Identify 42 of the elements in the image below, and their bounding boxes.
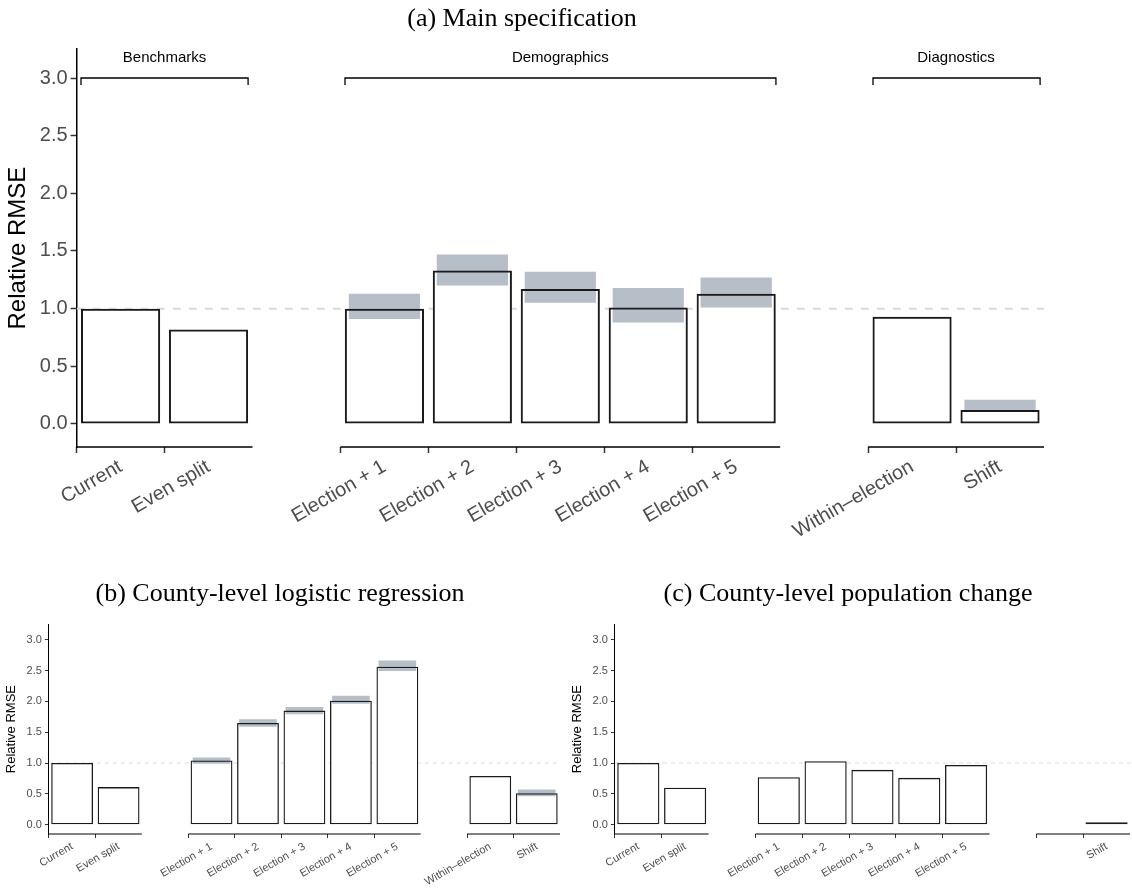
y-tick-label: 1.5	[39, 238, 68, 261]
y-tick-label: 3.0	[26, 632, 42, 645]
y-tick-label: 1.0	[26, 756, 42, 769]
y-axis-title: Relative RMSE	[3, 166, 31, 330]
x-tick-label: Even split	[127, 454, 214, 517]
annotation: Benchmarks	[122, 48, 207, 66]
bar	[612, 287, 684, 323]
bar	[436, 254, 508, 286]
bar	[964, 399, 1036, 411]
y-tick-label: 0.5	[26, 786, 42, 799]
x-tick-label: Shift	[1084, 839, 1110, 862]
y-tick-label: 1.5	[26, 725, 42, 738]
y-tick-label: 2.0	[39, 180, 68, 203]
x-tick-label: Shift	[514, 839, 540, 862]
y-tick-label: 2.5	[39, 123, 68, 146]
y-tick-label: 0.0	[39, 411, 68, 434]
y-tick-label: 0.0	[592, 817, 608, 830]
chart-title: (c) County-level population change	[663, 578, 1033, 608]
bar	[348, 293, 421, 320]
y-tick-label: 1.0	[39, 296, 68, 319]
y-tick-label: 0.0	[26, 817, 42, 830]
y-tick-label: 1.5	[592, 725, 608, 738]
bar	[524, 271, 596, 303]
x-tick-label: Shift	[959, 454, 1006, 494]
y-tick-label: 0.5	[39, 353, 68, 376]
x-tick-label: Even split	[640, 839, 688, 874]
y-tick-label: 0.5	[592, 786, 608, 799]
y-tick-label: 2.5	[26, 663, 42, 676]
annotation: Demographics	[511, 48, 609, 66]
y-tick-label: 3.0	[39, 65, 68, 88]
y-axis-title: Relative RMSE	[569, 684, 585, 774]
y-tick-label: 2.5	[592, 663, 608, 676]
annotation: Diagnostics	[917, 48, 995, 66]
bar	[700, 277, 772, 308]
chart-title: (b) County-level logistic regression	[95, 578, 465, 608]
y-axis-title: Relative RMSE	[3, 684, 19, 774]
y-tick-label: 1.0	[592, 756, 608, 769]
y-tick-label: 3.0	[592, 632, 608, 645]
y-tick-label: 2.0	[592, 694, 608, 707]
chart-title: (a) Main specification	[407, 3, 637, 33]
y-tick-label: 2.0	[26, 694, 42, 707]
x-tick-label: Even split	[73, 839, 122, 874]
